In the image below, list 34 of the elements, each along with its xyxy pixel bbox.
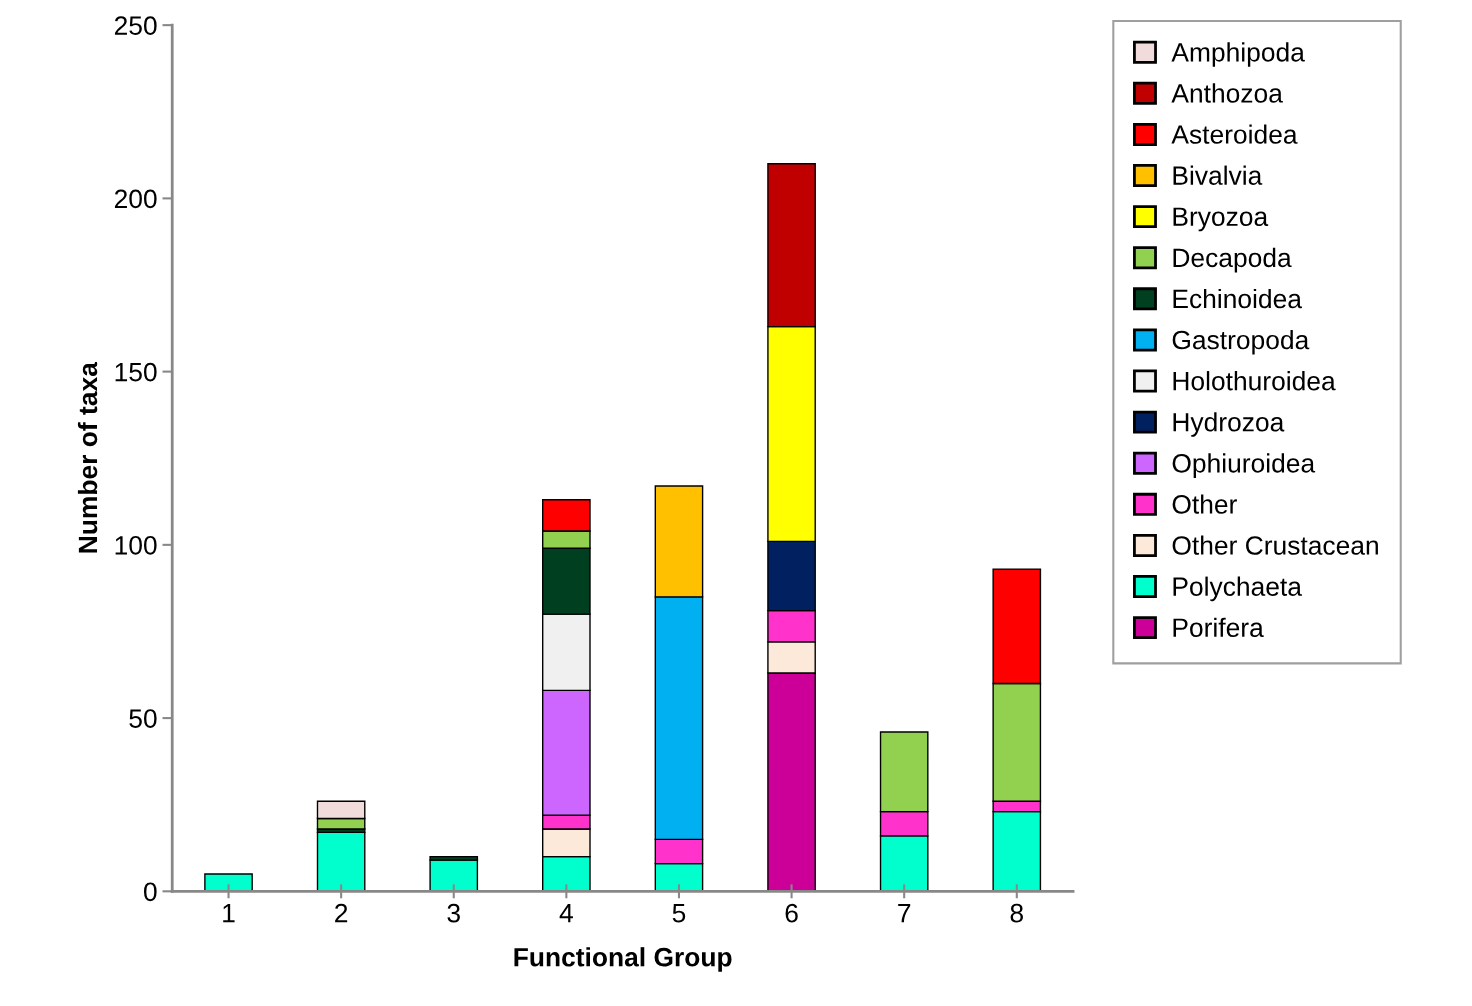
legend-label: Holothuroidea <box>1173 371 1336 391</box>
legend-label: Amphipoda <box>1171 42 1305 67</box>
legend-label: Anthozoa <box>1171 83 1283 103</box>
legend-label: Decapoda <box>1173 247 1292 273</box>
y-tick-label: 150 <box>115 362 157 382</box>
x-tick-label: 2 <box>335 903 348 923</box>
x-tick-label: 5 <box>672 904 686 923</box>
legend-label: Polychaeta <box>1173 576 1302 602</box>
legend-label: Ophiuroidea <box>1172 453 1316 478</box>
legend-label: Echinoidea <box>1173 288 1302 309</box>
y-tick-label: 0 <box>144 882 157 902</box>
y-tick-label: 200 <box>114 189 157 209</box>
legend-label: Bryozoa <box>1173 207 1269 232</box>
y-tick-label: 100 <box>115 535 157 555</box>
x-tick-label: 8 <box>1010 903 1023 923</box>
legend-label: Other <box>1172 494 1237 514</box>
bar <box>204 873 253 892</box>
legend-label: Bivalvia <box>1173 165 1263 185</box>
x-tick-label: 6 <box>785 903 798 923</box>
legend-label: Asteroidea <box>1171 124 1298 144</box>
y-tick-label: 50 <box>129 709 157 728</box>
legend-label: Other Crustacean <box>1172 535 1378 555</box>
x-axis-title: Functional Group <box>514 947 732 972</box>
bar <box>316 831 366 892</box>
legend-label: Porifera <box>1173 617 1264 638</box>
y-tick-label: 250 <box>114 16 157 35</box>
x-tick-label: 3 <box>447 903 460 923</box>
bar <box>429 859 479 892</box>
legend-label: Gastropoda <box>1172 329 1310 355</box>
x-tick-label: 7 <box>898 904 911 923</box>
legend-label: Hydrozoa <box>1173 412 1285 437</box>
y-axis-title: Number of taxa <box>77 362 98 553</box>
x-tick-label: 4 <box>559 904 573 923</box>
x-tick-label: 1 <box>223 904 235 923</box>
